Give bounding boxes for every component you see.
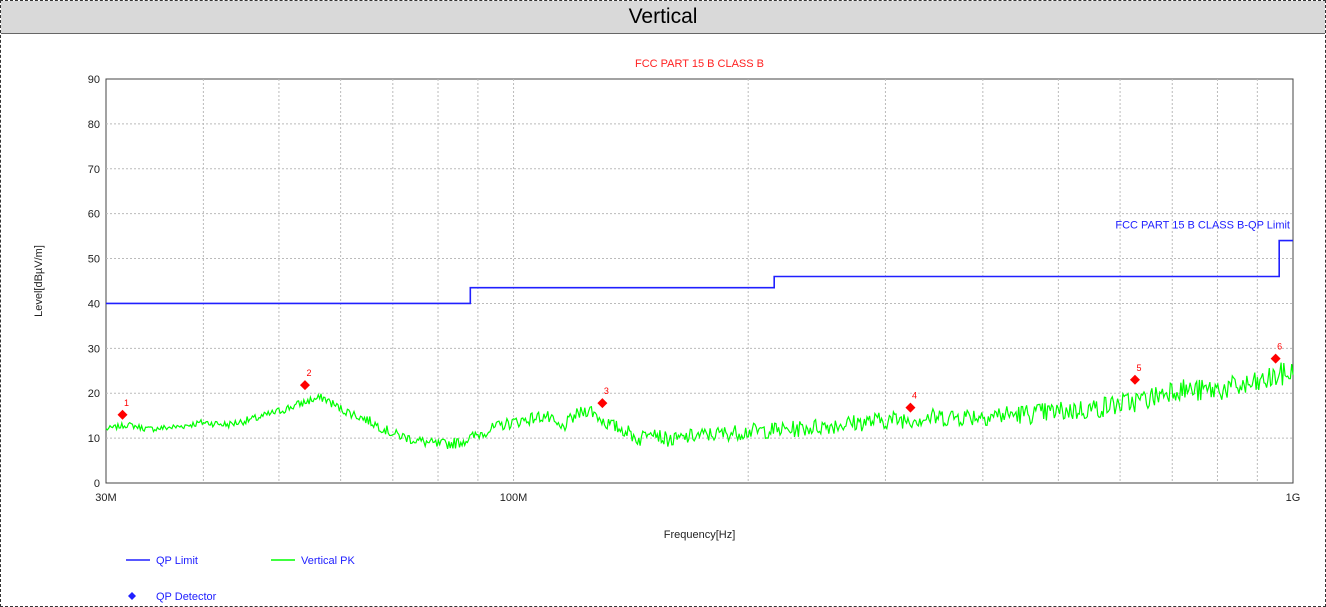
y-axis-title: Level[dBµV/m] bbox=[33, 245, 45, 317]
qp-marker-label: 1 bbox=[124, 398, 129, 408]
legend-label: Vertical PK bbox=[301, 555, 355, 567]
qp-detector-marker bbox=[1129, 374, 1140, 385]
qp-marker-label: 2 bbox=[306, 368, 311, 378]
emission-chart: 0 10 20 30 40 50 60 70 80 90 30M 100M 1G FCC PART 15 … bbox=[33, 58, 1301, 603]
qp-marker-label: 5 bbox=[1136, 363, 1141, 373]
y-tick-label: 0 bbox=[94, 478, 100, 490]
series-vertical-pk bbox=[105, 362, 1294, 450]
qp-detector-marker bbox=[1270, 353, 1281, 364]
qp-detector-marker bbox=[905, 402, 916, 413]
series-qp-limit bbox=[106, 239, 1293, 305]
qp-marker-label: 3 bbox=[604, 386, 609, 396]
legend-swatch bbox=[128, 592, 136, 600]
section-header: Vertical bbox=[1, 1, 1325, 34]
x-tick-label: 30M bbox=[95, 492, 116, 504]
x-tick-label: 100M bbox=[500, 492, 528, 504]
limit-label: FCC PART 15 B CLASS B-QP Limit bbox=[1115, 220, 1290, 232]
qp-detector-marker bbox=[597, 398, 608, 409]
legend-label: QP Limit bbox=[156, 555, 198, 567]
y-tick-label: 30 bbox=[88, 343, 100, 355]
x-tick-label: 1G bbox=[1286, 492, 1301, 504]
plot-area bbox=[105, 78, 1294, 484]
qp-detector-marker bbox=[299, 380, 310, 391]
y-tick-label: 90 bbox=[88, 74, 100, 86]
y-tick-label: 50 bbox=[88, 254, 100, 266]
qp-marker-label: 6 bbox=[1277, 342, 1282, 352]
legend-label: QP Detector bbox=[156, 591, 217, 603]
y-tick-label: 80 bbox=[88, 119, 100, 131]
y-tick-label: 40 bbox=[88, 298, 100, 310]
y-tick-label: 70 bbox=[88, 164, 100, 176]
y-tick-label: 20 bbox=[88, 388, 100, 400]
x-axis-title: Frequency[Hz] bbox=[664, 529, 736, 541]
y-tick-label: 10 bbox=[88, 433, 100, 445]
chart-title: FCC PART 15 B CLASS B bbox=[635, 58, 764, 70]
qp-detector-marker bbox=[117, 409, 128, 420]
y-tick-label: 60 bbox=[88, 209, 100, 221]
qp-marker-label: 4 bbox=[912, 391, 917, 401]
